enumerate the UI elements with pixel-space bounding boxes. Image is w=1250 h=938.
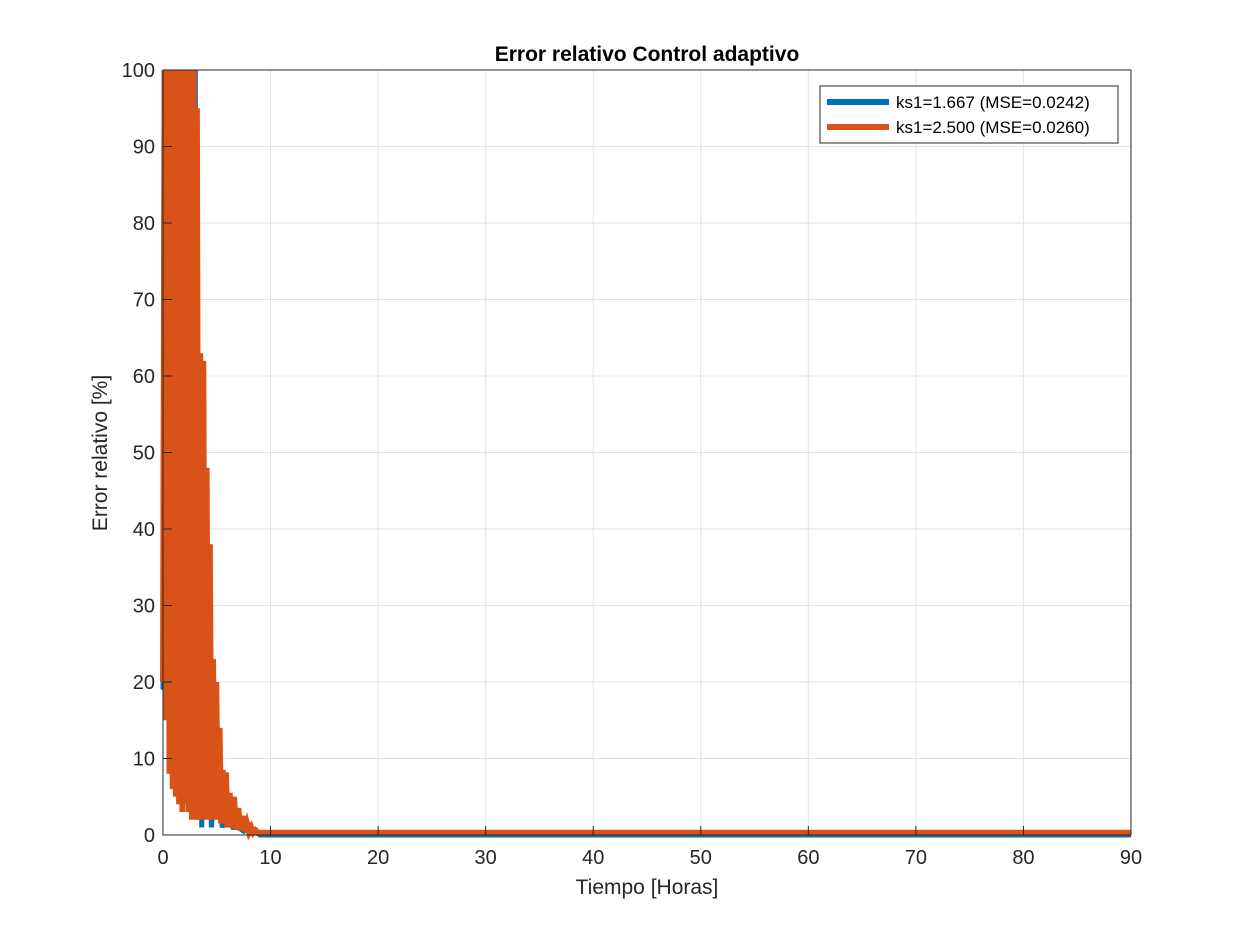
- x-axis-ticks: 0 10 20 30 40 50 60 70 80 90: [157, 826, 1142, 869]
- y-tick-label: 80: [133, 213, 155, 235]
- legend: ks1=1.667 (MSE=0.0242) ks1=2.500 (MSE=0.…: [819, 85, 1119, 144]
- x-tick-label: 40: [582, 847, 604, 869]
- y-tick-label: 90: [133, 137, 155, 159]
- x-axis-label: Tiempo [Horas]: [576, 876, 719, 899]
- chart-title: Error relativo Control adaptivo: [495, 43, 800, 66]
- y-tick-label: 0: [144, 825, 155, 847]
- x-tick-label: 0: [157, 847, 168, 869]
- legend-entry-ks1-2500: ks1=2.500 (MSE=0.0260): [896, 118, 1090, 137]
- y-tick-label: 30: [133, 596, 155, 618]
- y-axis-label: Error relativo [%]: [89, 375, 112, 531]
- series-line-ks1-2500: [160, 69, 1131, 841]
- x-tick-label: 10: [259, 847, 281, 869]
- x-tick-label: 90: [1120, 847, 1142, 869]
- y-tick-label: 10: [133, 749, 155, 771]
- x-tick-label: 80: [1012, 847, 1034, 869]
- y-tick-label: 100: [122, 60, 155, 82]
- y-tick-label: 70: [133, 290, 155, 312]
- x-tick-label: 20: [367, 847, 389, 869]
- y-tick-label: 50: [133, 443, 155, 465]
- y-tick-label: 20: [133, 672, 155, 694]
- y-tick-label: 40: [133, 519, 155, 541]
- y-axis-ticks: 0 10 20 30 40 50 60 70 80 90 100: [122, 60, 172, 847]
- x-tick-label: 50: [690, 847, 712, 869]
- legend-box: [819, 85, 1119, 144]
- x-tick-label: 70: [905, 847, 927, 869]
- legend-entry-ks1-1667: ks1=1.667 (MSE=0.0242): [896, 93, 1090, 112]
- x-tick-label: 60: [797, 847, 819, 869]
- x-tick-label: 30: [475, 847, 497, 869]
- y-tick-label: 60: [133, 366, 155, 388]
